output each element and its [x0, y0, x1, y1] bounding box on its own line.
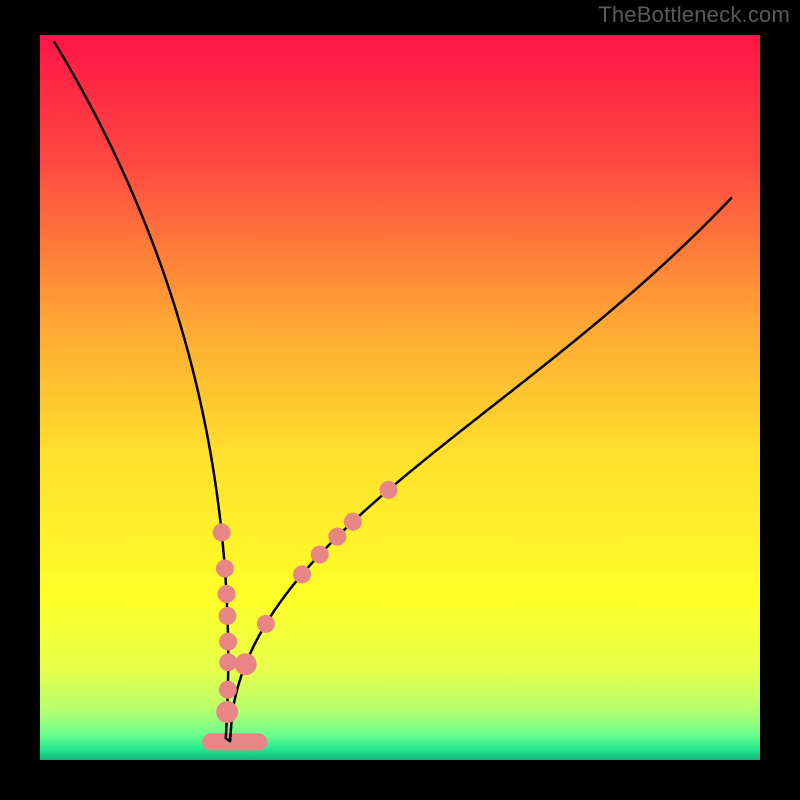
- data-point: [219, 633, 237, 651]
- chart-root: { "watermark": { "text": "TheBottleneck.…: [0, 0, 800, 800]
- data-point: [219, 653, 237, 671]
- data-point: [311, 546, 329, 564]
- plot-area: [40, 35, 760, 760]
- data-point: [380, 481, 398, 499]
- watermark-label: TheBottleneck.com: [598, 2, 790, 28]
- data-point: [216, 701, 238, 723]
- data-point: [293, 565, 311, 583]
- data-point: [213, 523, 231, 541]
- bottleneck-chart: [0, 0, 800, 800]
- data-point: [257, 615, 275, 633]
- data-point: [328, 528, 346, 546]
- data-point: [216, 560, 234, 578]
- data-point: [344, 513, 362, 531]
- data-point: [217, 585, 235, 603]
- data-point: [235, 653, 257, 675]
- data-point: [219, 681, 237, 699]
- data-point: [218, 607, 236, 625]
